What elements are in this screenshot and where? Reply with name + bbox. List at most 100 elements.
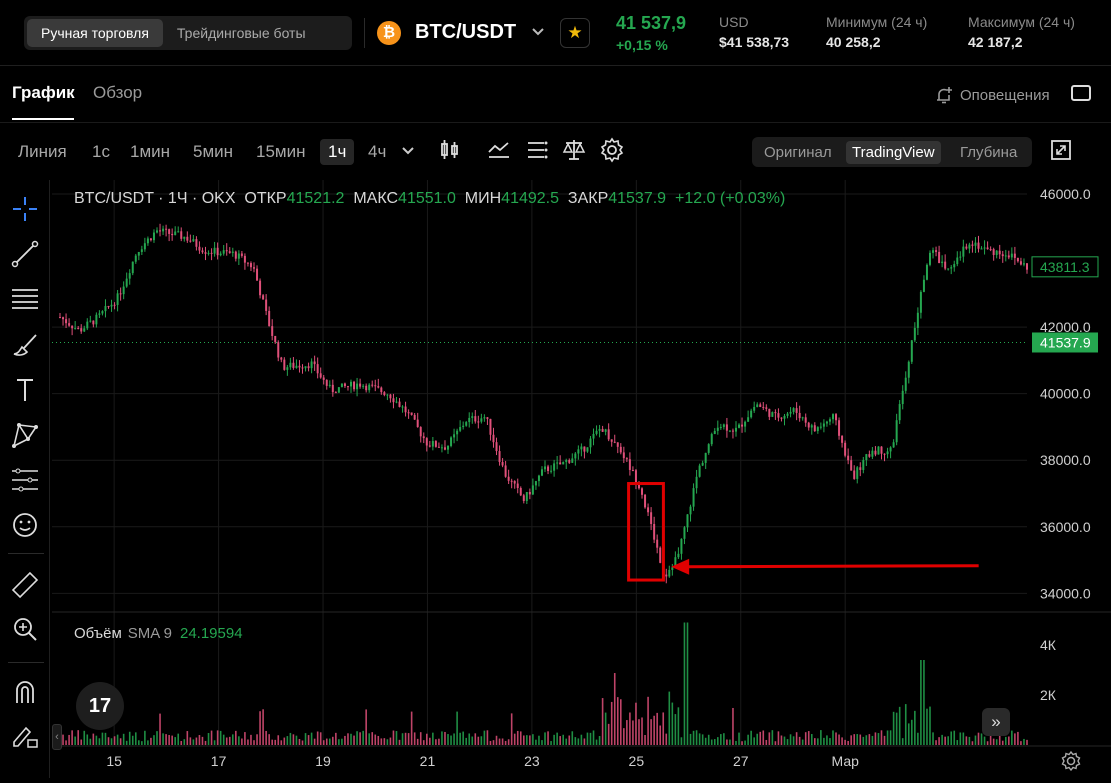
timeframe-1s[interactable]: 1с: [92, 142, 110, 161]
trend-line-icon[interactable]: [10, 239, 40, 269]
candle-body: [450, 437, 453, 446]
timeframe-4h[interactable]: 4ч: [368, 142, 387, 161]
tab-chart[interactable]: График: [12, 83, 75, 102]
alerts-button[interactable]: Оповещения: [934, 85, 1050, 105]
candle-body: [465, 422, 468, 426]
manual-trading-tab[interactable]: Ручная торговля: [27, 19, 163, 47]
pair-selector[interactable]: BTC/USDT: [415, 21, 517, 43]
crosshair-icon[interactable]: [10, 194, 40, 224]
indicators-icon[interactable]: [486, 137, 512, 163]
list-settings-icon[interactable]: [524, 137, 550, 163]
legend-open: 41521.2: [286, 190, 345, 207]
candle-body: [556, 462, 559, 464]
candle-body: [416, 419, 419, 428]
candle-body: [774, 412, 777, 414]
layout-icon[interactable]: [1071, 85, 1091, 101]
fullscreen-icon[interactable]: [1048, 137, 1074, 163]
emoji-icon[interactable]: [10, 510, 40, 540]
candle-body: [983, 247, 986, 249]
candle-body: [656, 539, 659, 548]
candle-body: [243, 255, 246, 263]
tradingview-logo[interactable]: 17: [76, 682, 124, 730]
view-tradingview[interactable]: TradingView: [846, 141, 941, 164]
last-price-tag: [1032, 332, 1098, 353]
volume-bar: [477, 736, 480, 745]
zoom-icon[interactable]: [10, 614, 40, 644]
volume-bar: [216, 730, 219, 745]
chevron-down-icon[interactable]: [528, 21, 548, 41]
volume-bar: [932, 732, 934, 745]
volume-bar: [820, 730, 822, 745]
timeframe-1min[interactable]: 1мин: [130, 142, 171, 161]
collapse-toolbar-button[interactable]: ‹: [52, 724, 62, 750]
candle-body: [331, 384, 334, 393]
magnet-icon[interactable]: [10, 677, 40, 707]
volume-bar: [562, 734, 565, 745]
view-depth[interactable]: Глубина: [960, 144, 1018, 161]
volume-bar: [459, 732, 461, 745]
ruler-icon[interactable]: [10, 570, 40, 600]
candle-body: [734, 427, 737, 432]
text-icon[interactable]: [10, 375, 40, 405]
price-chart[interactable]: 34000.0 36000.0 38000.0 40000.0 42000.0 46000…: [52, 180, 1111, 778]
volume-bar: [353, 735, 355, 745]
trading-bots-tab[interactable]: Трейдинговые боты: [176, 25, 306, 41]
candle-body: [62, 317, 65, 320]
pattern-icon[interactable]: [10, 420, 40, 450]
candle-body: [234, 251, 237, 259]
candle-body: [334, 392, 337, 394]
volume-bar: [553, 734, 555, 745]
volume-bar: [889, 730, 892, 745]
timeframe-line[interactable]: Линия: [18, 142, 67, 161]
candle-body: [443, 447, 446, 450]
tab-overview[interactable]: Обзор: [93, 83, 143, 102]
candle-body: [210, 252, 213, 254]
measure-lines-icon[interactable]: [10, 465, 40, 495]
volume-bar: [256, 734, 258, 745]
candle-body: [486, 417, 489, 419]
chevron-down-icon[interactable]: [397, 137, 419, 163]
volume-bar: [929, 706, 931, 745]
chart-canvas[interactable]: 34000.0 36000.0 38000.0 40000.0 42000.0 46000…: [52, 180, 1111, 778]
chart-settings-icon[interactable]: [1060, 750, 1082, 772]
candle-body: [522, 495, 525, 501]
settings-icon[interactable]: [599, 137, 625, 163]
timeframe-5min[interactable]: 5мин: [193, 142, 234, 161]
volume-bar: [292, 734, 295, 745]
candle-body: [456, 430, 459, 435]
y-tick-label: 46000.0: [1040, 186, 1091, 202]
candle-body: [313, 361, 316, 365]
brush-icon[interactable]: [10, 330, 40, 360]
lock-pencil-icon[interactable]: [10, 720, 40, 750]
candle-body: [507, 476, 510, 481]
favorite-star-icon[interactable]: ★: [560, 18, 590, 48]
candle-body: [707, 444, 710, 453]
candle-body: [337, 387, 340, 393]
volume-bar: [550, 741, 552, 745]
candle-body: [1016, 257, 1019, 262]
volume-bar: [598, 736, 601, 745]
volume-bar: [453, 733, 455, 745]
candle-body: [122, 286, 125, 295]
volume-bar: [741, 741, 743, 745]
volume-bar: [868, 734, 871, 745]
candle-body: [750, 410, 753, 418]
candles-icon[interactable]: [437, 137, 463, 163]
candle-body: [289, 362, 292, 368]
volume-bar: [601, 698, 604, 745]
candle-body: [131, 261, 134, 274]
volume-bar: [383, 738, 386, 745]
volume-bar: [783, 736, 786, 745]
chart-toolbar: Линия 1с 1мин 5мин 15мин 1ч 4ч Оригинал …: [0, 122, 1111, 178]
compare-icon[interactable]: [561, 137, 587, 163]
candle-body: [422, 436, 425, 439]
candle-body: [462, 425, 465, 428]
candle-body: [407, 412, 410, 414]
timeframe-1h[interactable]: 1ч: [320, 139, 355, 165]
candle-body: [392, 398, 395, 403]
volume-bar: [486, 730, 489, 745]
view-original[interactable]: Оригинал: [764, 144, 832, 161]
fib-lines-icon[interactable]: [10, 284, 40, 314]
timeframe-15min[interactable]: 15мин: [256, 142, 306, 161]
scroll-to-realtime-button[interactable]: »: [982, 708, 1010, 736]
